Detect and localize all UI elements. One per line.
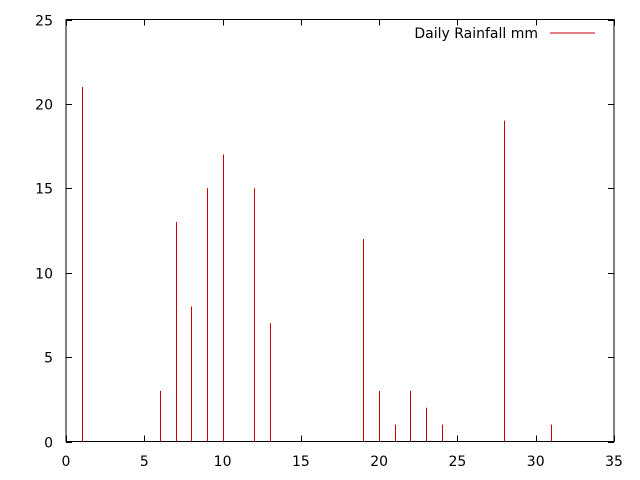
legend-label: Daily Rainfall mm [414, 26, 538, 42]
y-tick-label: 25 [35, 14, 53, 30]
axis-ticks: 0 5 10 15 20 25 30 35 0 5 10 15 20 25 [35, 14, 623, 471]
x-tick-label: 20 [370, 454, 388, 470]
y-tick-label: 5 [44, 351, 53, 367]
y-tick-label: 15 [35, 182, 53, 198]
x-tick-label: 35 [605, 454, 623, 470]
x-tick-label: 15 [292, 454, 310, 470]
x-tick-label: 0 [62, 454, 71, 470]
x-tick-label: 10 [214, 454, 232, 470]
y-tick-label: 10 [35, 267, 53, 283]
plot-frame [65, 19, 615, 442]
x-tick-label: 5 [140, 454, 149, 470]
data-series [82, 87, 552, 442]
legend: Daily Rainfall mm [414, 26, 595, 42]
x-tick-label: 30 [527, 454, 545, 470]
y-tick-label: 20 [35, 98, 53, 114]
x-tick-label: 25 [449, 454, 467, 470]
y-tick-label: 0 [44, 436, 53, 452]
